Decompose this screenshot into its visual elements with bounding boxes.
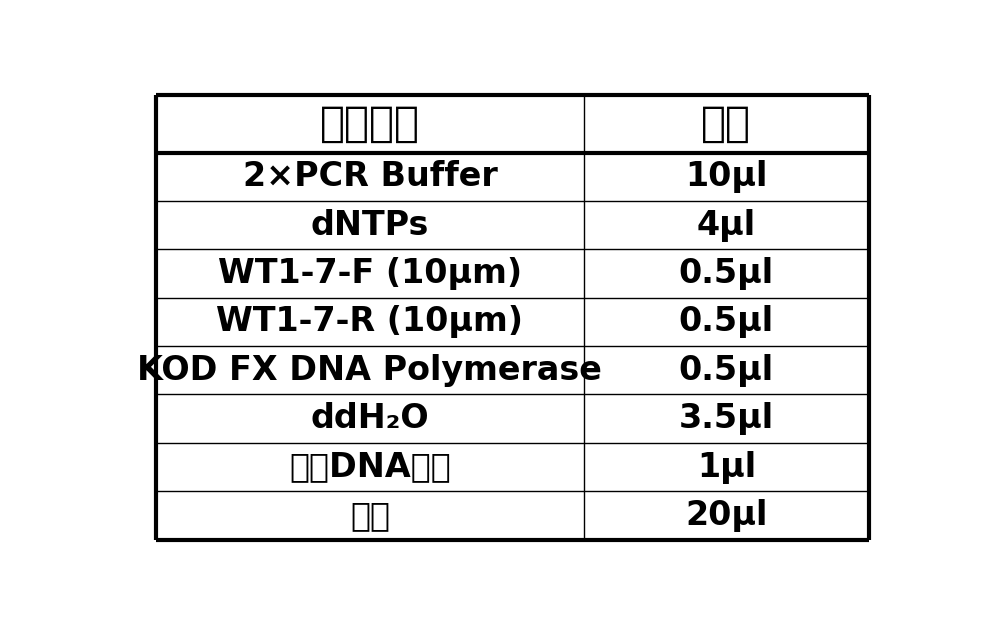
Text: 20μl: 20μl	[685, 499, 768, 532]
Text: 用量: 用量	[701, 102, 751, 144]
Text: 2×PCR Buffer: 2×PCR Buffer	[243, 160, 497, 193]
Text: 1μl: 1μl	[697, 450, 756, 484]
Text: 样本DNA模板: 样本DNA模板	[289, 450, 451, 484]
Bar	[156, 95, 869, 153]
Text: ddH₂O: ddH₂O	[311, 402, 429, 435]
Text: 0.5μl: 0.5μl	[679, 305, 774, 338]
Text: 10μl: 10μl	[685, 160, 768, 193]
Text: 试剂名称: 试剂名称	[320, 102, 420, 144]
Text: 3.5μl: 3.5μl	[679, 402, 774, 435]
Text: WT1-7-R (10μm): WT1-7-R (10μm)	[216, 305, 523, 338]
Text: 0.5μl: 0.5μl	[679, 354, 774, 387]
Text: dNTPs: dNTPs	[311, 208, 429, 242]
Text: 0.5μl: 0.5μl	[679, 257, 774, 290]
Text: WT1-7-F (10μm): WT1-7-F (10μm)	[218, 257, 522, 290]
Text: KOD FX DNA Polymerase: KOD FX DNA Polymerase	[137, 354, 602, 387]
Text: 总计: 总计	[350, 499, 390, 532]
Text: 4μl: 4μl	[697, 208, 756, 242]
